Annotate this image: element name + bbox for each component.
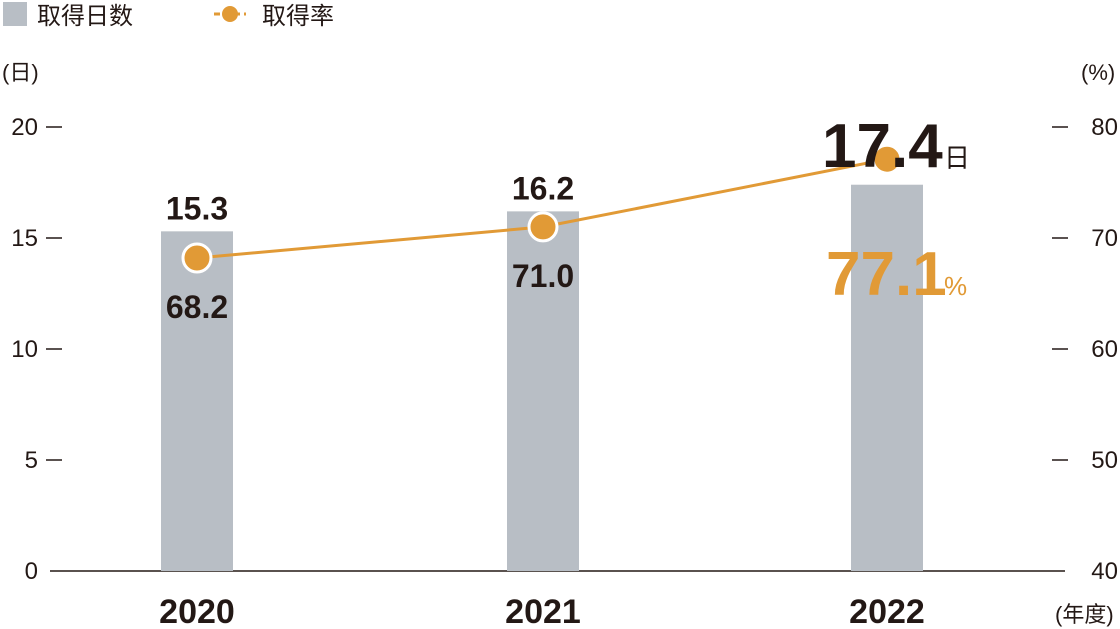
line-point bbox=[527, 211, 559, 243]
highlight-bar-number: 17.4 bbox=[822, 112, 943, 181]
highlight-bar-value: 17.4 日 bbox=[822, 112, 970, 181]
left-tick-label: 0 bbox=[25, 558, 38, 585]
highlight-bar-unit: 日 bbox=[944, 143, 970, 173]
bar-value-labels: 15.3 16.2 bbox=[166, 170, 574, 226]
right-tick-label: 50 bbox=[1091, 447, 1118, 474]
line-point bbox=[181, 242, 213, 274]
bar-value-label: 16.2 bbox=[512, 170, 574, 206]
right-tick-label: 60 bbox=[1091, 336, 1118, 363]
left-tick-label: 15 bbox=[11, 225, 38, 252]
left-tick-label: 10 bbox=[11, 336, 38, 363]
legend-bar-label: 取得日数 bbox=[37, 3, 133, 30]
line-value-label: 68.2 bbox=[166, 289, 228, 325]
right-axis-unit: (%) bbox=[1081, 60, 1115, 85]
legend-line-marker bbox=[222, 6, 238, 22]
bar-value-label: 15.3 bbox=[166, 190, 228, 226]
highlight-line-value: 77.1 % bbox=[826, 240, 967, 309]
bar bbox=[161, 231, 233, 571]
right-axis-ticks: 40 50 60 70 80 bbox=[1052, 114, 1118, 585]
line-point bbox=[871, 143, 903, 175]
category-label: 2022 bbox=[849, 593, 925, 629]
left-tick-label: 5 bbox=[25, 447, 38, 474]
highlight-line-unit: % bbox=[944, 271, 967, 301]
category-labels: 2020 2021 2022 bbox=[159, 593, 925, 629]
line-value-labels: 68.2 71.0 bbox=[166, 258, 574, 325]
left-axis-unit: (日) bbox=[2, 60, 39, 85]
right-tick-label: 70 bbox=[1091, 225, 1118, 252]
category-label: 2021 bbox=[505, 593, 581, 629]
right-tick-label: 80 bbox=[1091, 114, 1118, 141]
x-axis-unit: (年度) bbox=[1055, 602, 1114, 627]
legend-bar-swatch bbox=[3, 2, 27, 26]
category-label: 2020 bbox=[159, 593, 235, 629]
highlight-line-number: 77.1 bbox=[826, 240, 947, 309]
line-value-label: 71.0 bbox=[512, 258, 574, 294]
left-axis-ticks: 0 5 10 15 20 bbox=[11, 114, 62, 585]
bar bbox=[851, 184, 923, 571]
bar bbox=[507, 211, 579, 572]
right-tick-label: 40 bbox=[1091, 558, 1118, 585]
left-tick-label: 20 bbox=[11, 114, 38, 141]
bars bbox=[161, 184, 923, 572]
legend-line-label: 取得率 bbox=[262, 3, 334, 30]
legend: 取得日数 取得率 bbox=[3, 2, 334, 30]
line-series bbox=[181, 143, 903, 274]
